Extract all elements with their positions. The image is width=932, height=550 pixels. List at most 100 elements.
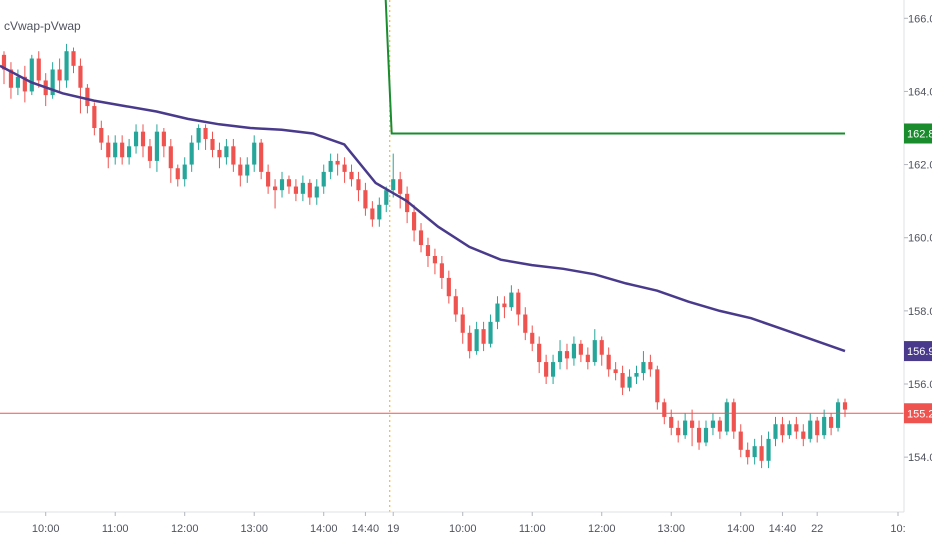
candle — [161, 128, 166, 158]
candle — [300, 175, 305, 202]
candle — [829, 413, 834, 436]
last-price-badge-bg — [904, 403, 932, 424]
candle-body — [293, 186, 299, 194]
candle — [203, 124, 208, 150]
candle — [245, 157, 250, 183]
candle — [391, 153, 396, 198]
candle — [752, 438, 757, 465]
candle — [710, 413, 716, 436]
price-axis[interactable]: 154.00 156.00 158.00 160.00 162.00 164.00 166.… — [903, 0, 932, 550]
candle-body — [175, 168, 180, 180]
candles-layer — [1, 43, 848, 469]
candle-body — [516, 292, 521, 315]
candle-body — [321, 171, 326, 187]
candle-body — [217, 149, 222, 158]
candle — [759, 435, 764, 469]
candle — [140, 124, 146, 158]
candle — [356, 171, 361, 202]
candle-body — [57, 69, 62, 81]
candle-body — [300, 182, 305, 194]
candle-body — [231, 146, 236, 165]
candle-body — [196, 128, 201, 143]
y-tick-label: 156.00 — [908, 379, 932, 391]
candle-body — [147, 146, 153, 161]
candle — [815, 416, 820, 443]
candle — [842, 398, 848, 417]
candle — [696, 420, 702, 450]
candle-body — [752, 446, 757, 458]
candle — [453, 288, 458, 322]
candle — [307, 179, 312, 205]
candle-body — [495, 303, 500, 322]
x-tick-label: 14:40 — [352, 523, 380, 535]
candle — [738, 424, 743, 458]
candle-body — [530, 332, 535, 344]
candle-body — [106, 142, 111, 158]
candle-body — [328, 160, 333, 172]
candle — [530, 325, 535, 352]
candle — [564, 343, 570, 370]
candle-body — [481, 329, 486, 344]
x-tick-label: 22 — [811, 523, 823, 535]
candle — [745, 442, 750, 465]
candle — [113, 135, 118, 165]
candle-body — [488, 321, 493, 344]
candle — [544, 354, 549, 384]
candle — [683, 413, 688, 439]
candle — [578, 340, 583, 363]
time-axis[interactable]: 10:00 11:00 12:00 13:00 14:00 14:40 19 10:00 11:… — [0, 511, 906, 535]
candle — [314, 179, 319, 205]
x-tick-label: 19 — [387, 523, 399, 535]
candle-body — [717, 420, 722, 432]
candle-body — [307, 182, 312, 198]
cvwap-badge-bg — [904, 341, 932, 362]
candle — [71, 47, 76, 74]
y-tick-label: 164.00 — [908, 86, 932, 98]
x-tick-label: 10: — [890, 523, 905, 535]
candle-body — [620, 373, 625, 388]
candle-body — [502, 303, 507, 308]
candle — [252, 135, 257, 172]
candle-body — [22, 76, 27, 92]
candle-body — [724, 402, 729, 432]
candle — [690, 409, 695, 447]
candle — [370, 201, 375, 227]
candle — [474, 321, 479, 355]
candle — [460, 307, 465, 344]
candle-body — [439, 263, 444, 278]
candle — [599, 336, 604, 366]
indicator-title: cVwap-pVwap — [4, 19, 81, 33]
candle — [92, 102, 97, 136]
candle — [210, 131, 215, 158]
candle-body — [655, 369, 660, 403]
candle-body — [189, 142, 194, 165]
candle-body — [676, 427, 681, 436]
pvwap-badge-label: 162.85 — [907, 128, 932, 140]
candle-body — [523, 314, 528, 333]
candle — [808, 413, 813, 443]
candle — [377, 197, 382, 227]
candle-body — [432, 256, 438, 264]
candle-body — [794, 424, 799, 432]
candle-body — [120, 142, 125, 158]
candle — [662, 398, 667, 425]
candle — [293, 179, 299, 202]
candle — [801, 424, 806, 447]
candle — [342, 157, 347, 183]
candle-body — [78, 65, 83, 88]
candle — [99, 120, 104, 150]
candle-body — [835, 402, 841, 428]
candle-body — [731, 402, 736, 432]
price-badges: 162.85 156.90 155.20 — [904, 123, 932, 424]
candle — [120, 135, 125, 165]
candle-body — [266, 171, 271, 187]
candle-body — [29, 58, 34, 92]
candle — [168, 138, 173, 183]
candle-body — [8, 69, 14, 88]
candle-body — [286, 179, 292, 187]
candle — [571, 336, 577, 366]
candle-body — [210, 138, 215, 150]
candle-body — [384, 190, 389, 205]
candle-body — [133, 131, 139, 147]
candle — [592, 329, 597, 366]
